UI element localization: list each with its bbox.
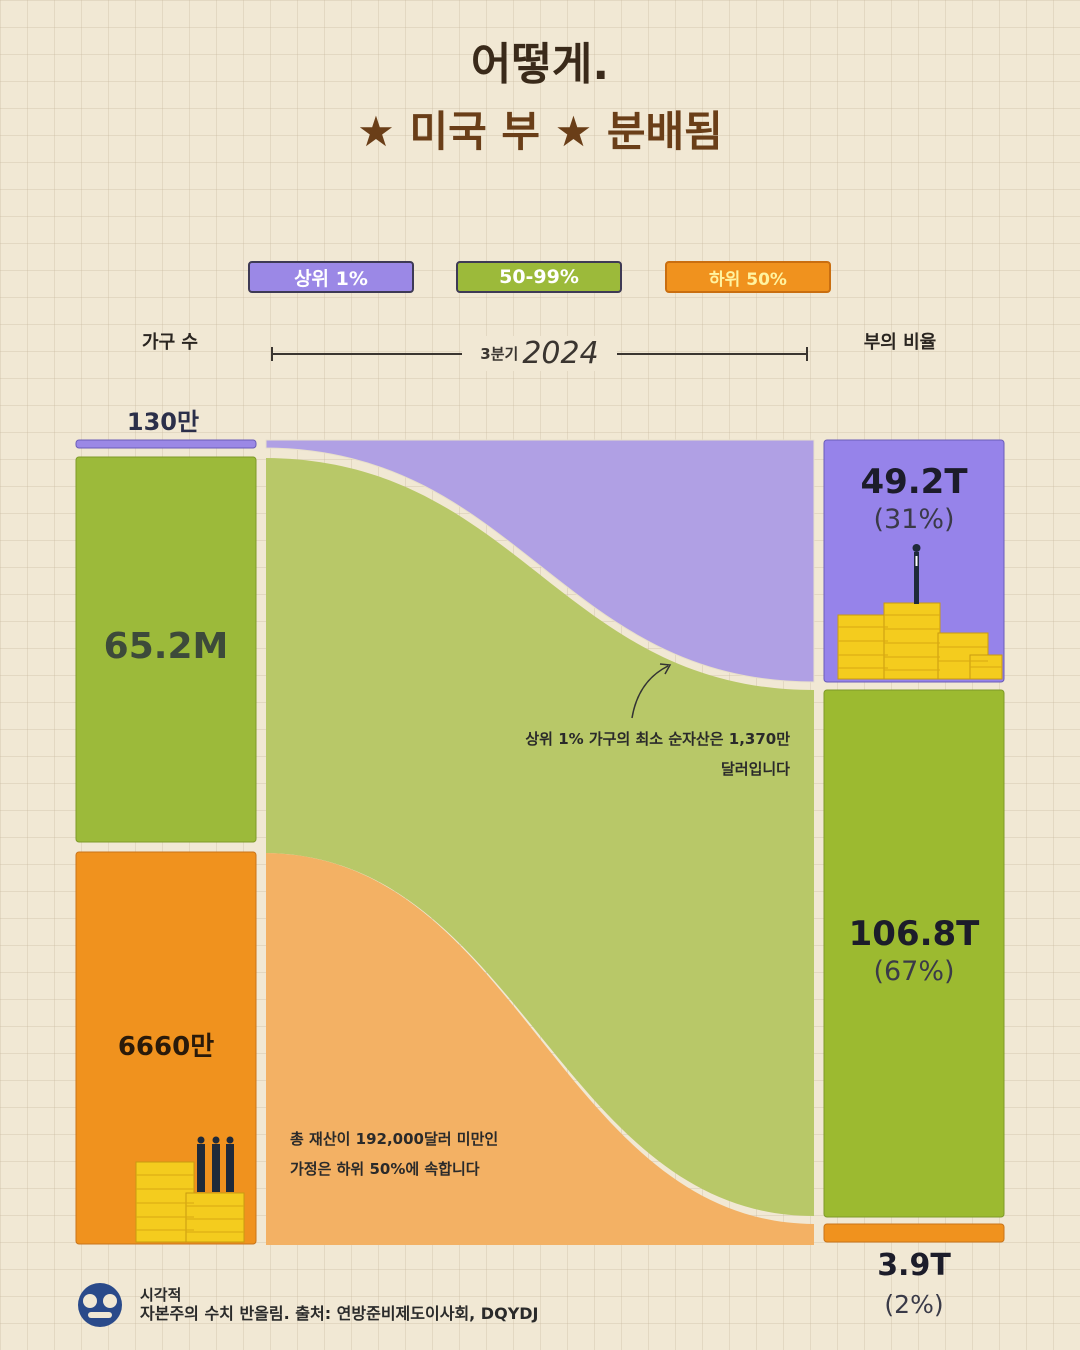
households-50-99: 65.2M xyxy=(103,626,229,667)
annotation-bottom-50: 총 재산이 192,000달러 미만인 가정은 하위 50%에 속합니다 xyxy=(290,1124,610,1184)
left-bar-top-1 xyxy=(75,439,257,449)
flow-bottom-50 xyxy=(266,853,814,1245)
people-icon xyxy=(197,1136,234,1192)
left-bar-bottom-50 xyxy=(75,851,257,1245)
wealth-top-1: 49.2T xyxy=(860,462,968,502)
annotation-bottom-50-line2: 가정은 하위 50%에 속합니다 xyxy=(290,1160,480,1178)
legend-50-99: 50-99% xyxy=(456,261,622,293)
logo-icon xyxy=(78,1283,122,1327)
annotation-top-1-line2: 달러입니다 xyxy=(720,760,790,778)
year-label: 2024 xyxy=(522,336,599,371)
share-bottom-50: (2%) xyxy=(884,1290,944,1319)
legend-top-1: 상위 1% xyxy=(248,261,414,293)
right-bar-bottom-50 xyxy=(823,1223,1005,1243)
legend-label-top-1: 상위 1% xyxy=(294,267,368,290)
annotation-arrowhead xyxy=(659,663,672,675)
page-title: 어떻게. xyxy=(470,39,610,90)
coin-stack-icon xyxy=(837,602,1003,680)
businessman-icon xyxy=(912,544,921,604)
flow-50-99 xyxy=(266,458,814,1216)
annotation-arrow xyxy=(631,665,669,719)
annotation-top-1-line1: 상위 1% 가구의 최소 순자산은 1,370만 xyxy=(525,730,790,748)
annotation-top-1: 상위 1% 가구의 최소 순자산은 1,370만 달러입니다 xyxy=(500,724,790,784)
flows xyxy=(265,439,815,1245)
annotation-bottom-50-line1: 총 재산이 192,000달러 미만인 xyxy=(290,1130,499,1148)
legend-bottom-50: 하위 50% xyxy=(665,261,831,293)
wealth-bottom-50: 3.9T xyxy=(877,1248,951,1283)
period-label: 3분기 2024 xyxy=(462,336,617,371)
quarter-label: 3분기 xyxy=(480,345,519,363)
period-right-tick xyxy=(806,347,808,361)
left-bars xyxy=(75,439,257,1245)
legend-label-50-99: 50-99% xyxy=(499,266,579,288)
wealth-share-header: 부의 비율 xyxy=(863,332,937,353)
households-top-1: 130만 xyxy=(126,408,200,436)
households-header: 가구 수 xyxy=(142,332,198,353)
wealth-50-99: 106.8T xyxy=(848,914,980,954)
legend-label-bottom-50: 하위 50% xyxy=(709,269,787,290)
footer-brand: 시각적 xyxy=(140,1286,182,1304)
right-bar-50-99 xyxy=(823,689,1005,1218)
share-50-99: (67%) xyxy=(873,956,955,987)
flow-top-1 xyxy=(265,439,815,683)
coin-stack-icon xyxy=(135,1161,245,1243)
share-top-1: (31%) xyxy=(873,504,955,535)
page-subtitle: ★ 미국 부 ★ 분배됨 xyxy=(357,107,723,156)
households-bottom-50: 6660만 xyxy=(117,1032,215,1062)
left-bar-50-99 xyxy=(75,456,257,843)
footer-source: 자본주의 수치 반올림. 출처: 연방준비제도이사회, DQYDJ xyxy=(140,1304,539,1323)
